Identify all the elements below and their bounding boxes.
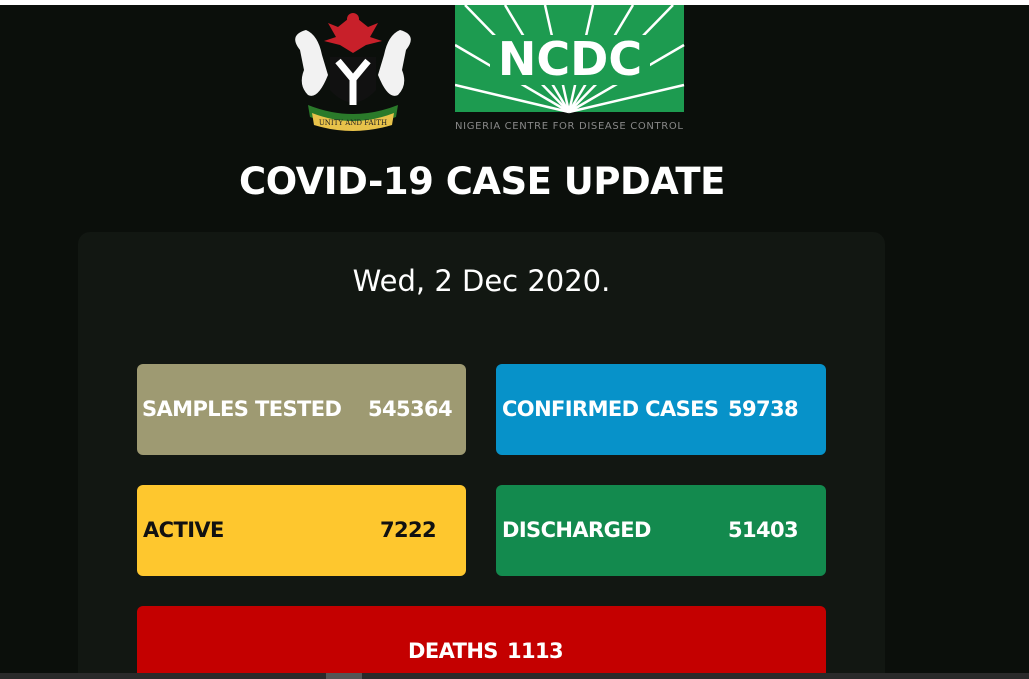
active-card: ACTIVE 7222 <box>137 485 466 576</box>
ncdc-mark: NCDC <box>498 32 642 86</box>
scrollbar-thumb[interactable] <box>326 673 362 679</box>
card-value: 1113 <box>507 639 564 663</box>
ncdc-name: NIGERIA CENTRE FOR DISEASE CONTROL <box>455 121 683 132</box>
card-value: 7222 <box>380 518 437 542</box>
browser-edge <box>0 0 1029 5</box>
ncdc-logo: NCDC NIGERIA CENTRE FOR DISEASE CONTROL <box>455 5 685 132</box>
card-label: SAMPLES TESTED <box>142 397 342 421</box>
card-label: DEATHS <box>408 639 498 663</box>
deaths-card: DEATHS 1113 <box>137 606 826 679</box>
card-value: 59738 <box>728 397 799 421</box>
date: Wed, 2 Dec 2020. <box>352 264 611 298</box>
confirmed-card: CONFIRMED CASES 59738 <box>496 364 826 455</box>
card-label: ACTIVE <box>143 518 224 542</box>
card-label: CONFIRMED CASES <box>502 397 719 421</box>
motto: UNITY AND FAITH <box>319 119 387 127</box>
coat-of-arms: UNITY AND FAITH <box>295 13 411 131</box>
card-label: DISCHARGED <box>502 518 651 542</box>
card-value: 545364 <box>368 397 453 421</box>
page-title: COVID-19 CASE UPDATE <box>239 160 725 203</box>
card-value: 51403 <box>728 518 799 542</box>
update-panel: Wed, 2 Dec 2020. SAMPLES TESTED 545364 C… <box>78 232 885 679</box>
discharged-card: DISCHARGED 51403 <box>496 485 826 576</box>
scrollbar <box>0 673 1029 679</box>
samples-card: SAMPLES TESTED 545364 <box>137 364 466 455</box>
